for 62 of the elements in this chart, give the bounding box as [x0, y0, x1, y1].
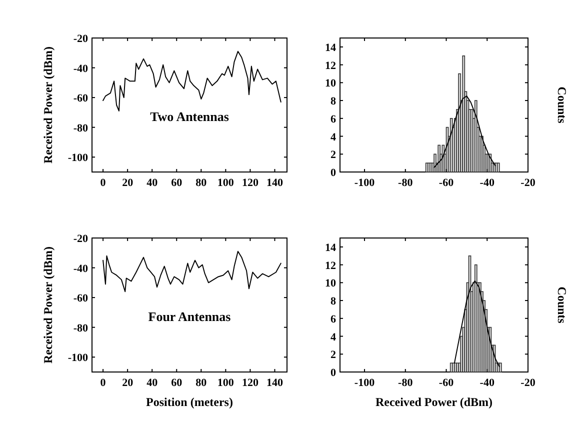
y-tick-label: 12 [325, 260, 336, 272]
x-tick-label: -100 [354, 377, 376, 389]
y-tick-label: -60 [73, 292, 88, 305]
x-tick-label: -80 [398, 377, 414, 389]
x-tick-label: 60 [171, 377, 183, 389]
y-tick-label: 0 [330, 367, 336, 379]
y-tick-label: 6 [330, 313, 336, 326]
y-axis-title: Counts [555, 286, 569, 324]
line-series [102, 250, 282, 292]
x-tick-label: 120 [242, 377, 259, 389]
y-tick-label: 4 [330, 331, 336, 344]
x-tick-label: 80 [196, 377, 208, 389]
x-tick-label: -20 [520, 377, 536, 389]
y-tick-label: 10 [325, 78, 336, 90]
y-tick-label: 4 [330, 131, 336, 144]
x-tick-label: 120 [242, 177, 259, 189]
y-tick-label: 8 [330, 296, 336, 308]
line-series [102, 50, 282, 112]
y-tick-label: -80 [73, 322, 88, 334]
y-tick-label: 12 [325, 60, 336, 72]
x-tick-label: -100 [354, 177, 376, 189]
x-tick-label: -80 [398, 177, 414, 189]
x-tick-label: 20 [122, 377, 134, 389]
y-tick-label: -40 [73, 262, 88, 275]
y-tick-label: -20 [73, 233, 88, 245]
y-tick-label: -80 [73, 122, 88, 134]
y-tick-label: -20 [73, 33, 88, 45]
x-tick-label: 40 [146, 377, 158, 389]
x-tick-label: 60 [171, 177, 183, 189]
x-tick-label: 0 [100, 177, 106, 189]
x-tick-label: -40 [480, 377, 495, 389]
y-tick-label: 14 [325, 42, 336, 54]
x-tick-label: 80 [196, 177, 208, 189]
y-axis-title: Counts [555, 86, 569, 124]
y-axis-title: Received Power (dBm) [41, 46, 55, 164]
x-tick-label: -60 [438, 177, 454, 189]
annotation: Four Antennas [148, 309, 231, 324]
x-tick-label: -20 [520, 177, 536, 189]
y-tick-label: 14 [325, 242, 336, 254]
y-tick-label: -100 [68, 152, 88, 164]
x-tick-label: 20 [122, 177, 134, 189]
x-tick-label: 0 [100, 377, 106, 389]
y-tick-label: -100 [68, 352, 88, 364]
annotation: Two Antennas [150, 109, 229, 124]
x-tick-label: 100 [217, 177, 234, 189]
x-axis-title: Received Power (dBm) [375, 395, 493, 409]
x-axis-title: Position (meters) [146, 395, 233, 409]
y-tick-label: 0 [330, 167, 336, 179]
y-tick-label: 10 [325, 278, 336, 290]
x-tick-label: 40 [146, 177, 158, 189]
x-tick-label: 140 [266, 377, 284, 389]
y-tick-label: -60 [73, 92, 88, 105]
y-tick-label: -40 [73, 62, 88, 75]
x-tick-label: 140 [266, 177, 284, 189]
y-tick-label: 8 [330, 96, 336, 108]
x-tick-label: -60 [438, 377, 454, 389]
y-tick-label: 2 [330, 349, 336, 362]
x-tick-label: -40 [480, 177, 495, 189]
x-tick-label: 100 [217, 377, 234, 389]
y-tick-label: 2 [330, 149, 336, 162]
y-tick-label: 6 [330, 113, 336, 126]
y-axis-title: Received Power (dBm) [41, 246, 55, 364]
